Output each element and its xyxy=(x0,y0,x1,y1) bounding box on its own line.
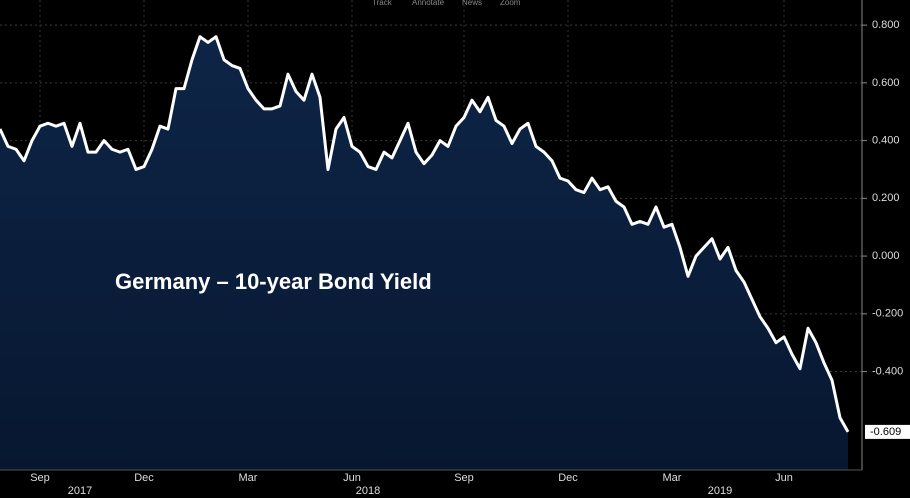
y-tick-label: -0.400 xyxy=(872,365,903,377)
x-tick-label: Sep xyxy=(454,472,474,484)
x-tick-label: Mar xyxy=(239,472,258,484)
toolbar-button[interactable]: Track xyxy=(372,0,393,7)
plot xyxy=(0,35,850,471)
y-tick-label: 0.400 xyxy=(872,135,900,147)
x-year-label: 2019 xyxy=(708,485,732,497)
line xyxy=(0,35,850,433)
last-value-box xyxy=(865,424,910,439)
x-tick-label: Dec xyxy=(134,472,154,484)
x-tick-label: Jun xyxy=(343,472,361,484)
x-tick-label: Sep xyxy=(30,472,50,484)
last-value-label: -0.609 xyxy=(870,426,901,438)
toolbar-button[interactable]: Zoom xyxy=(500,0,521,7)
x-tick-label: Dec xyxy=(558,472,578,484)
x-tick-label: Mar xyxy=(663,472,682,484)
annotation: Germany – 10-year Bond Yield xyxy=(115,269,432,294)
y-tick-label: 0.200 xyxy=(872,192,900,204)
x-tick-label: Jun xyxy=(775,472,793,484)
y-tick-label: -0.200 xyxy=(872,308,903,320)
y-tick-label: 0.600 xyxy=(872,77,900,89)
y-tick-label: 0.800 xyxy=(872,19,900,31)
y-tick-label: 0.000 xyxy=(872,250,900,262)
x-year-label: 2018 xyxy=(356,485,380,497)
area xyxy=(0,36,848,471)
x-year-label: 2017 xyxy=(68,485,92,497)
toolbar-button[interactable]: Annotate xyxy=(412,0,445,7)
toolbar-button[interactable]: News xyxy=(462,0,482,7)
